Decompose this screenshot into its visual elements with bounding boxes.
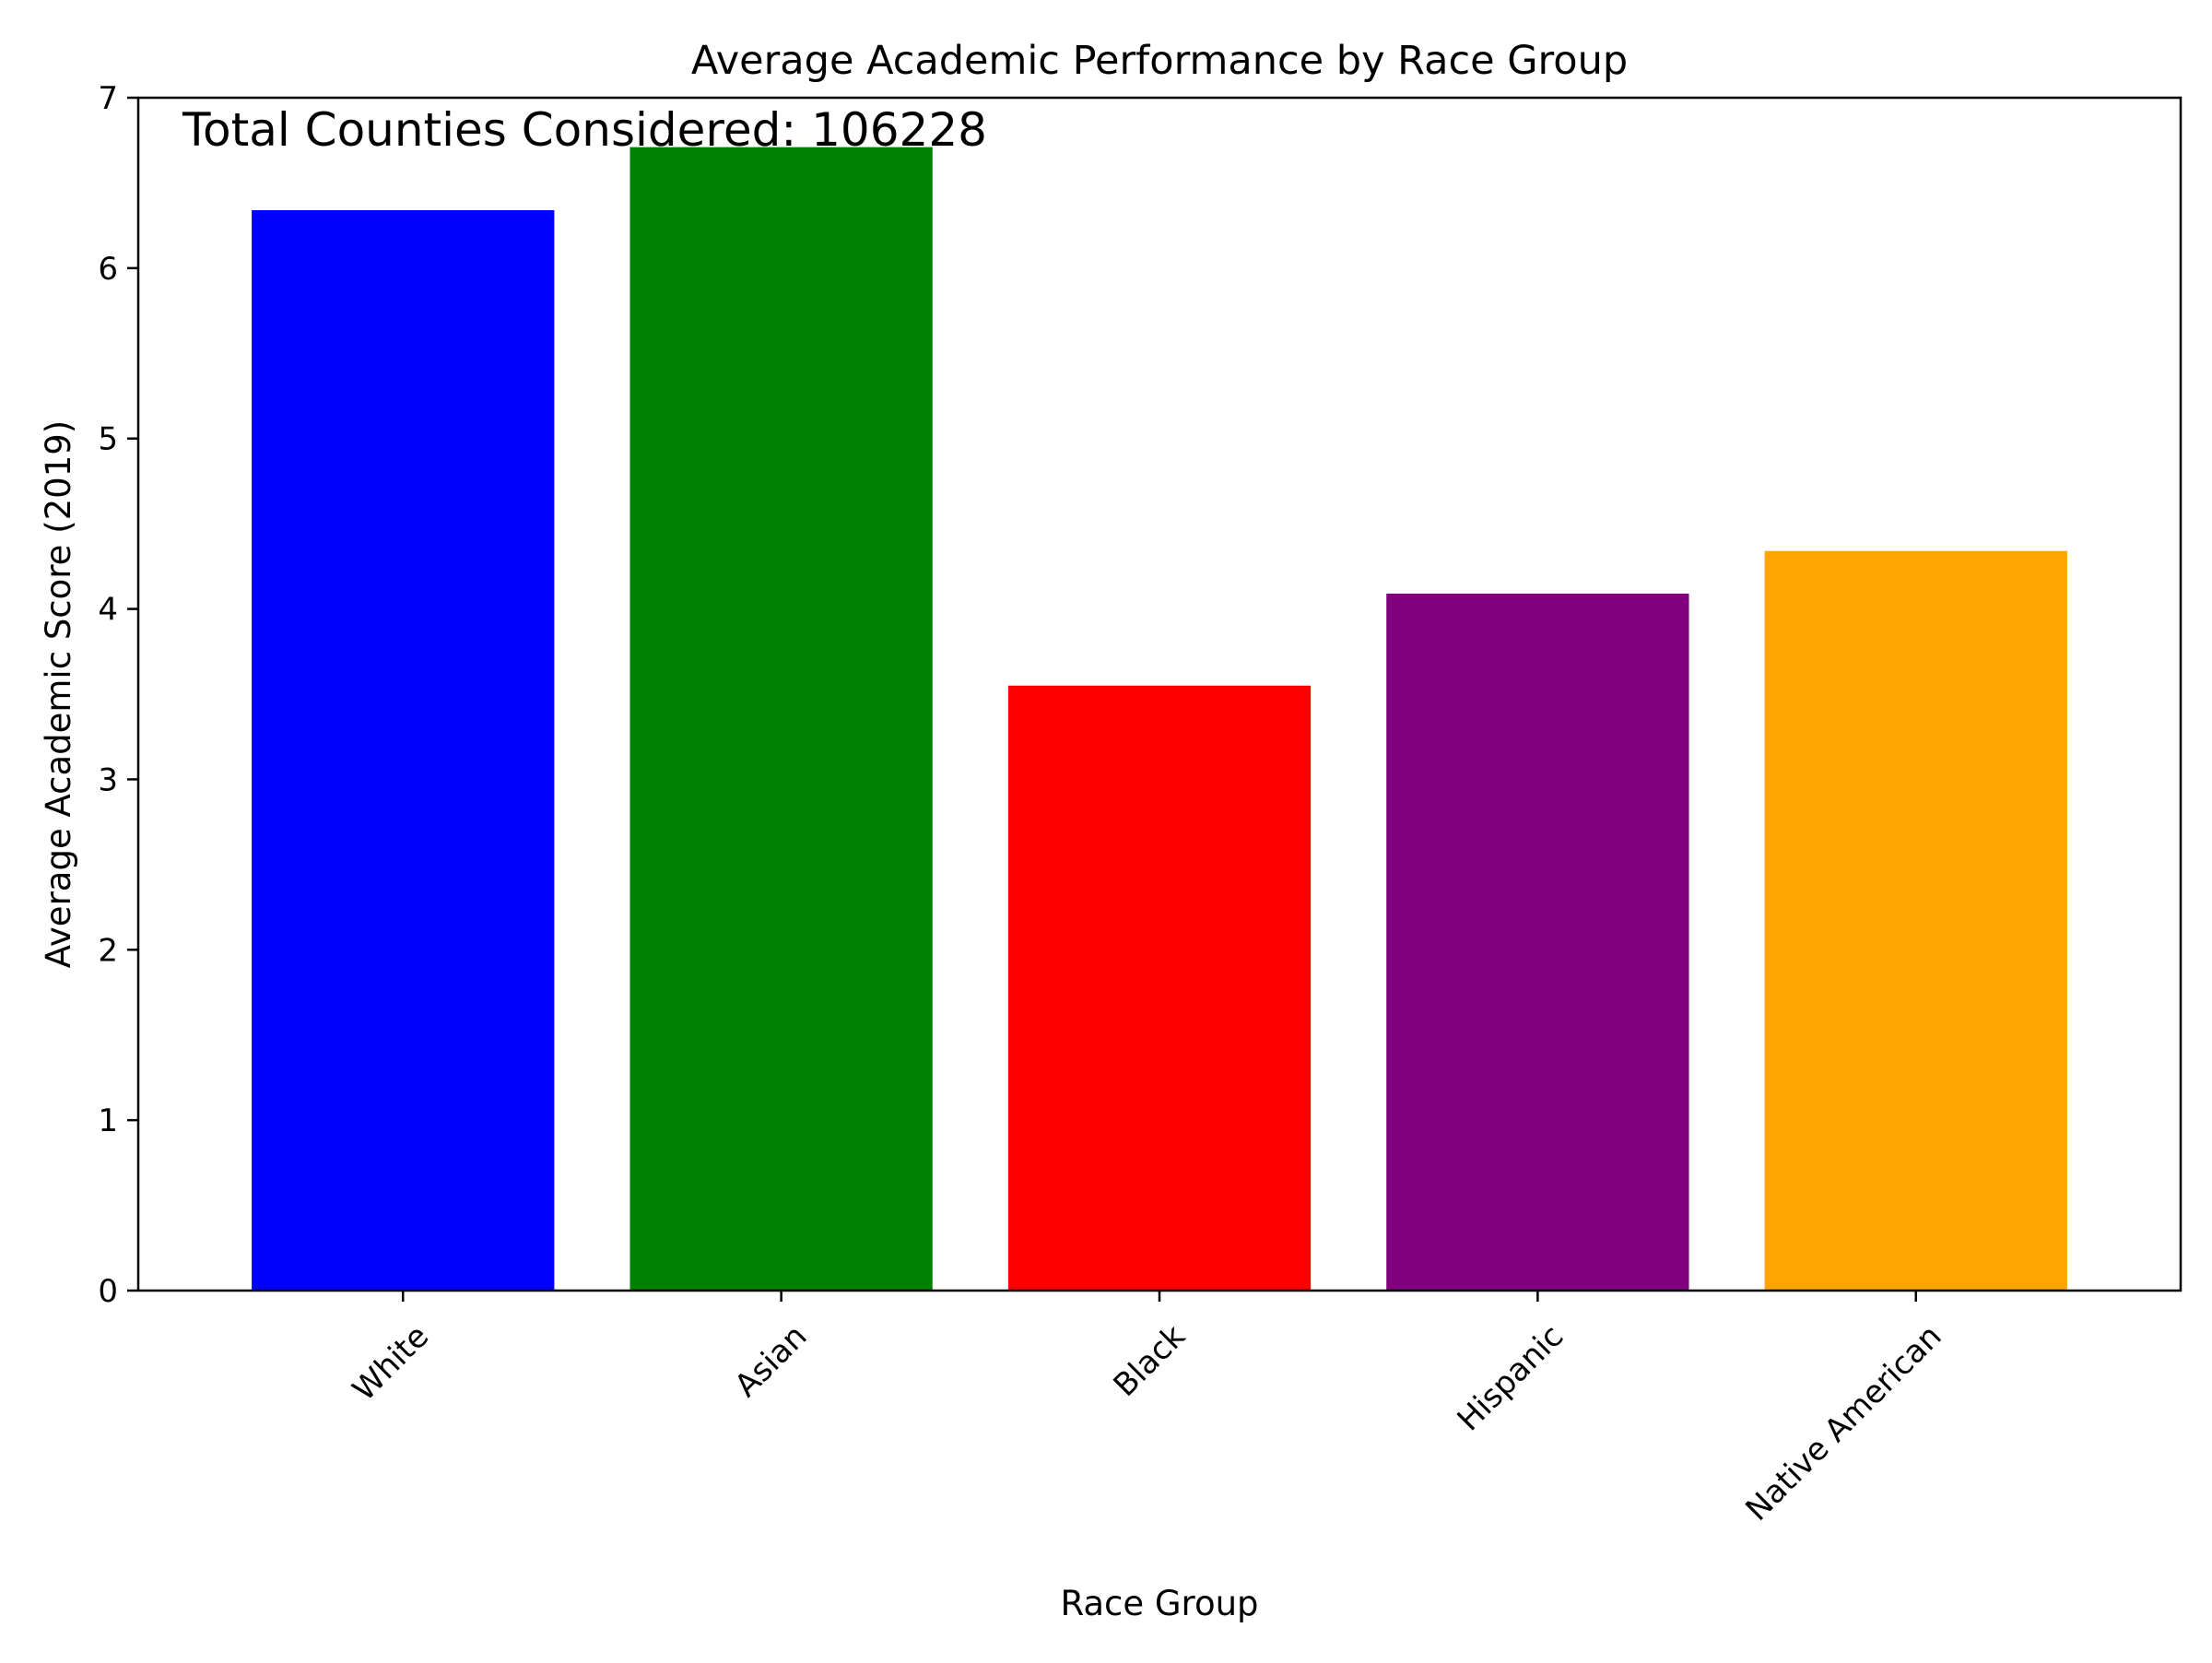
y-tick-label: 7 [98, 80, 118, 117]
y-tick-label: 1 [98, 1103, 118, 1139]
bar-black [1007, 685, 1312, 1291]
y-tick-label: 3 [98, 761, 118, 798]
x-axis-label: Race Group [1060, 1584, 1258, 1623]
x-tick-label: Black [1107, 1317, 1194, 1404]
bar-asian [629, 147, 933, 1291]
bar-native-american [1764, 550, 2067, 1291]
total-counties-annotation: Total Counties Considered: 106228 [182, 103, 987, 157]
x-tick-label: White [346, 1318, 436, 1409]
x-tick-label: Hispanic [1451, 1318, 1571, 1439]
y-tick-label: 4 [98, 592, 118, 629]
y-tick-label: 6 [98, 251, 118, 288]
y-axis-label: Average Academic Score (2019) [39, 420, 78, 968]
bars-layer [252, 147, 2067, 1291]
bar-white [252, 210, 555, 1291]
y-tick-label: 0 [98, 1273, 118, 1310]
y-tick-label: 2 [98, 932, 118, 969]
x-tick-label: Native American [1738, 1318, 1948, 1528]
x-tick-label: Asian [728, 1318, 815, 1405]
chart-title: Average Academic Performance by Race Gro… [691, 38, 1628, 84]
y-tick-label: 5 [98, 421, 118, 458]
bar-hispanic [1386, 593, 1689, 1291]
